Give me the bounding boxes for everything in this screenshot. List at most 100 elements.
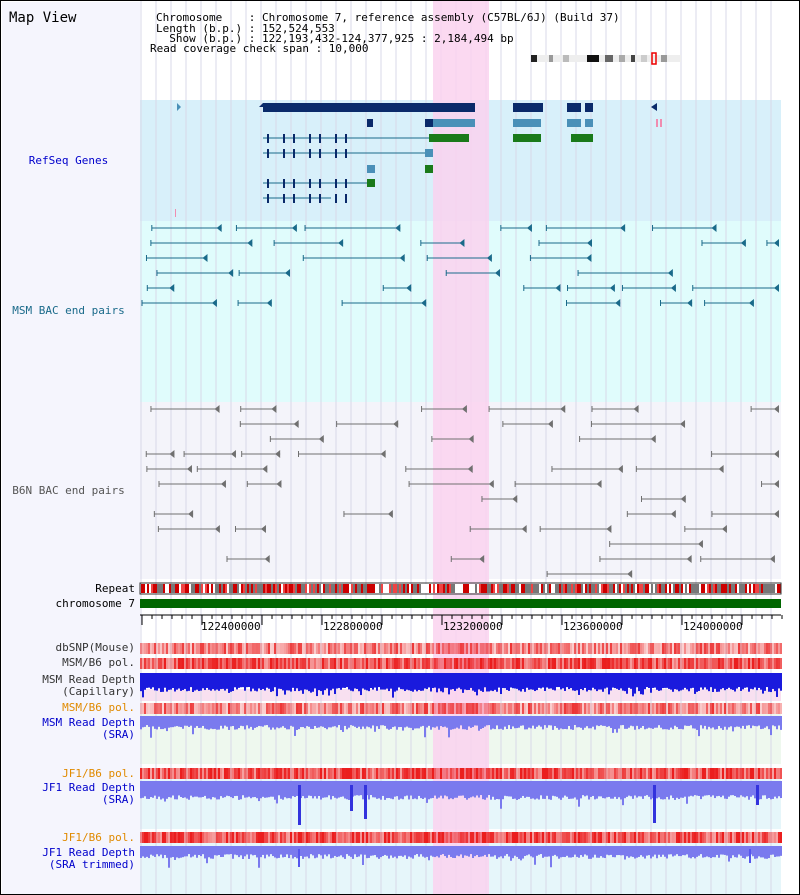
pol-heat-cell <box>622 703 624 714</box>
depth-bar <box>362 673 364 689</box>
depth-bar <box>602 781 604 799</box>
pol-heat-cell <box>210 703 212 714</box>
pol-heat-cell <box>368 658 370 669</box>
repeat-block <box>247 584 249 593</box>
depth-bar <box>216 716 218 730</box>
snp-heat-cell <box>722 643 724 654</box>
pol-heat-cell <box>756 703 758 714</box>
track-label-b6n-bac[interactable]: B6N BAC end pairs <box>12 484 125 497</box>
depth-bar <box>378 673 380 688</box>
pol-heat-cell <box>746 768 748 779</box>
pol-heat-cell <box>180 832 182 843</box>
depth-bar <box>348 673 350 690</box>
repeat-block <box>499 584 501 593</box>
depth-bar <box>732 846 734 856</box>
pol-heat-cell <box>378 768 380 779</box>
depth-bar <box>272 716 274 728</box>
snp-heat-cell <box>596 643 598 654</box>
pol-heat-cell <box>292 832 294 843</box>
pol-heat-cell <box>232 658 234 669</box>
depth-bar <box>390 781 392 799</box>
track-label-jf1-depth-trimmed[interactable]: JF1 Read Depth (SRA trimmed) <box>42 846 135 871</box>
pol-heat-cell <box>536 768 538 779</box>
pol-heat-cell <box>364 658 366 669</box>
pol-heat-cell <box>294 832 296 843</box>
gene-exon-tick <box>267 149 269 158</box>
depth-bar <box>440 781 442 796</box>
pol-heat-cell <box>638 658 640 669</box>
pol-heat-cell <box>408 658 410 669</box>
pol-heat-cell <box>344 703 346 714</box>
repeat-block <box>609 584 611 593</box>
pol-heat-cell <box>754 658 756 669</box>
depth-bar <box>366 846 368 859</box>
pol-heat-cell <box>168 832 170 843</box>
pol-heat-cell <box>156 658 158 669</box>
track-label-msm-pol-2[interactable]: MSM/B6 pol. <box>62 701 135 714</box>
depth-bar <box>766 673 768 688</box>
pol-heat-cell <box>178 658 180 669</box>
repeat-block <box>601 584 603 593</box>
depth-bar <box>752 716 754 726</box>
depth-bar <box>588 716 590 729</box>
depth-bar <box>314 846 316 859</box>
depth-bar <box>762 781 764 796</box>
depth-bar <box>272 673 274 692</box>
snp-heat-cell <box>394 643 396 654</box>
snp-heat-cell <box>608 643 610 654</box>
depth-bar <box>444 673 446 688</box>
repeat-block <box>649 584 651 593</box>
depth-bar <box>696 781 698 796</box>
repeat-block <box>233 584 235 593</box>
pol-heat-cell <box>754 768 756 779</box>
pol-heat-cell <box>358 658 360 669</box>
track-label-jf1-pol-1[interactable]: JF1/B6 pol. <box>62 767 135 780</box>
pol-heat-cell <box>338 768 340 779</box>
depth-bar <box>594 846 596 855</box>
pol-heat-cell <box>632 768 634 779</box>
pol-heat-cell <box>486 768 488 779</box>
pol-heat-cell <box>174 832 176 843</box>
repeat-block <box>141 584 143 593</box>
track-label-repeat[interactable]: Repeat <box>95 582 135 595</box>
depth-bar <box>630 781 632 797</box>
pol-heat-cell <box>308 658 310 669</box>
track-label-msm-depth-capillary[interactable]: MSM Read Depth (Capillary) <box>42 673 135 698</box>
depth-bar <box>566 846 568 856</box>
depth-bar <box>712 673 714 692</box>
pol-heat-cell <box>720 832 722 843</box>
repeat-block <box>555 584 557 593</box>
pol-heat-cell <box>232 832 234 843</box>
track-label-chromosome[interactable]: chromosome 7 <box>55 597 135 610</box>
track-label-msm-pol-1[interactable]: MSM/B6 pol. <box>62 656 135 669</box>
track-label-jf1-depth-sra[interactable]: JF1 Read Depth (SRA) <box>42 781 135 806</box>
depth-bar <box>580 781 582 799</box>
pol-heat-cell <box>312 703 314 714</box>
pol-heat-cell <box>580 832 582 843</box>
depth-bar <box>146 673 148 688</box>
depth-bar <box>264 846 266 859</box>
depth-bar <box>696 673 698 692</box>
snp-heat-cell <box>220 643 222 654</box>
snp-heat-cell <box>670 643 672 654</box>
track-label-dbsnp[interactable]: dbSNP(Mouse) <box>55 641 135 654</box>
repeat-block <box>345 584 347 593</box>
depth-bar <box>162 781 164 799</box>
repeat-block <box>657 584 659 593</box>
depth-bar <box>548 846 550 857</box>
snp-heat-cell <box>572 643 574 654</box>
depth-bar <box>362 781 364 800</box>
pol-heat-cell <box>220 832 222 843</box>
depth-bar <box>468 673 470 690</box>
repeat-block <box>457 584 459 593</box>
depth-bar <box>352 673 354 692</box>
pol-heat-cell <box>646 658 648 669</box>
track-label-jf1-pol-2[interactable]: JF1/B6 pol. <box>62 831 135 844</box>
track-label-msm-bac[interactable]: MSM BAC end pairs <box>12 304 125 317</box>
depth-bar <box>422 716 424 726</box>
track-label-msm-depth-sra[interactable]: MSM Read Depth (SRA) <box>42 716 135 741</box>
track-label-refseq[interactable]: RefSeq Genes <box>28 154 109 167</box>
pol-heat-cell <box>210 658 212 669</box>
snp-heat-cell <box>468 643 470 654</box>
